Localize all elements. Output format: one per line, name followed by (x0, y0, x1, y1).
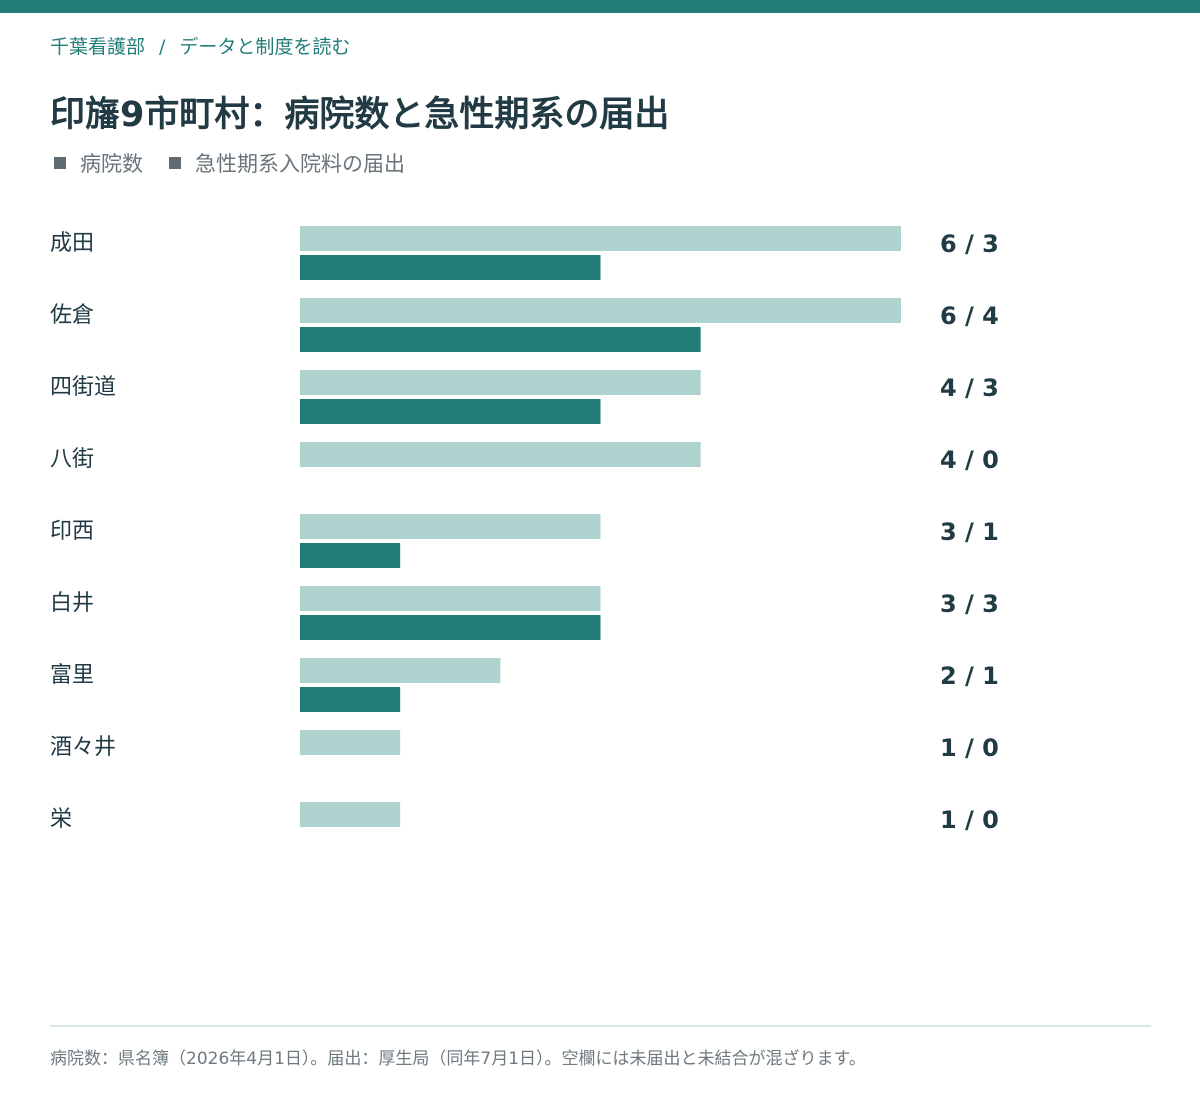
filings-bar (300, 255, 601, 280)
category-label: 栄 (50, 807, 72, 832)
filings-bar (300, 615, 601, 640)
value-label: 1 / 0 (940, 734, 999, 762)
filings-bar (300, 327, 701, 352)
value-label: 4 / 3 (940, 374, 999, 402)
filings-bar (300, 687, 401, 712)
value-label: 3 / 1 (940, 518, 999, 546)
filings-bar (300, 543, 401, 568)
legend-swatch-filings (169, 157, 181, 169)
breadcrumb-separator: / (159, 36, 166, 58)
category-label: 佐倉 (50, 303, 94, 328)
breadcrumb-page-link[interactable]: データと制度を読む (179, 36, 351, 58)
legend-label-filings: 急性期系入院料の届出 (195, 152, 405, 176)
breadcrumb: 千葉看護部 / データと制度を読む (50, 32, 350, 59)
hospitals-bar (300, 298, 901, 323)
hospitals-bar (300, 370, 701, 395)
hospitals-bar (300, 226, 901, 251)
hospitals-bar (300, 730, 401, 755)
hospitals-bar (300, 442, 701, 467)
footer-divider (50, 1025, 1151, 1027)
value-label: 1 / 0 (940, 806, 999, 834)
legend-item-filings: 急性期系入院料の届出 (169, 148, 405, 178)
legend-label-hospitals: 病院数 (80, 152, 143, 176)
value-label: 2 / 1 (940, 662, 999, 690)
category-label: 印西 (50, 519, 94, 544)
hospitals-bar (300, 658, 501, 683)
hospitals-bar (300, 802, 401, 827)
category-label: 白井 (50, 591, 94, 616)
legend-swatch-hospitals (54, 157, 66, 169)
value-label: 6 / 4 (940, 302, 999, 330)
source-footnote: 病院数：県名簿（2026年4月1日）。届出：厚生局（同年7月1日）。空欄には未届… (50, 1049, 866, 1069)
chart-legend: 病院数 急性期系入院料の届出 (54, 148, 431, 178)
top-accent-bar (0, 0, 1200, 13)
category-label: 四街道 (50, 375, 116, 400)
breadcrumb-site-link[interactable]: 千葉看護部 (50, 36, 146, 58)
category-label: 富里 (50, 663, 94, 688)
value-label: 4 / 0 (940, 446, 999, 474)
bar-chart: 成田 6 / 3 佐倉 6 / 4 四街道 4 / 3 八街 4 / 0 印西 3 / 1 白井 3 … (50, 226, 999, 834)
hospitals-bar (300, 514, 601, 539)
page-title: 印旛9市町村：病院数と急性期系の届出 (50, 95, 670, 135)
value-label: 3 / 3 (940, 590, 999, 618)
hospitals-bar (300, 586, 601, 611)
category-label: 酒々井 (50, 735, 116, 760)
category-label: 成田 (50, 231, 94, 256)
legend-item-hospitals: 病院数 (54, 148, 143, 178)
filings-bar (300, 399, 601, 424)
category-label: 八街 (50, 447, 94, 472)
value-label: 6 / 3 (940, 230, 999, 258)
